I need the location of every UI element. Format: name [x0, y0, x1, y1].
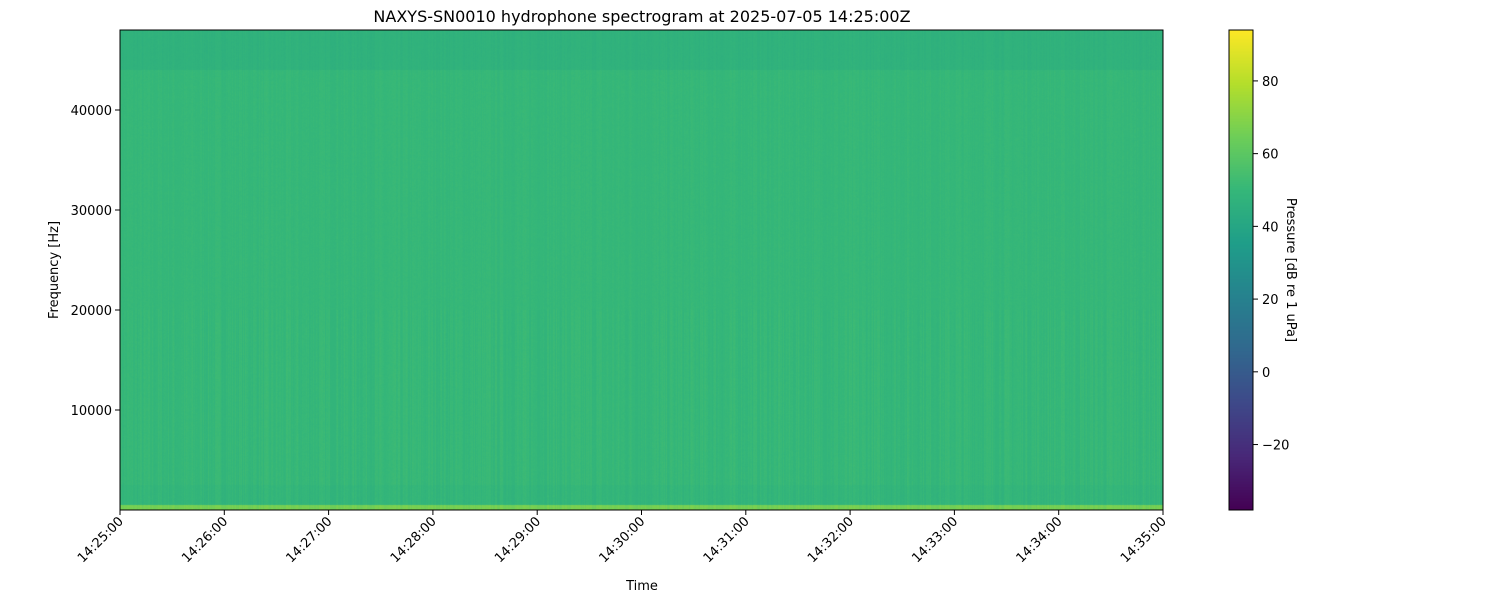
colorbar-axis: −20 0 20 40 60 80	[1253, 75, 1289, 454]
x-tick-label: 14:27:00	[284, 514, 336, 566]
x-tick-label: 14:34:00	[1014, 514, 1066, 566]
colorbar-tick-label: 0	[1262, 366, 1270, 381]
colorbar-tick-label: 40	[1262, 220, 1279, 235]
colorbar-gradient	[1229, 30, 1253, 510]
y-axis: 10000 20000 30000 40000	[71, 104, 120, 419]
x-axis-label: Time	[625, 579, 658, 594]
colorbar-tick-label: 20	[1262, 293, 1279, 308]
spectrogram-image	[120, 30, 1163, 510]
chart-title: NAXYS-SN0010 hydrophone spectrogram at 2…	[373, 7, 910, 26]
plot-frame	[119, 29, 1164, 511]
y-tick-label: 20000	[71, 304, 112, 319]
x-tick-label: 14:28:00	[388, 514, 440, 566]
x-tick-label: 14:35:00	[1118, 514, 1170, 566]
x-tick-label: 14:25:00	[75, 514, 127, 566]
y-tick-label: 10000	[71, 404, 112, 419]
y-tick-label: 40000	[71, 104, 112, 119]
colorbar-label: Pressure [dB re 1 uPa]	[1283, 198, 1298, 342]
x-tick-label: 14:30:00	[596, 514, 648, 566]
x-tick-label: 14:26:00	[179, 514, 231, 566]
y-tick-label: 30000	[71, 204, 112, 219]
colorbar-frame	[1228, 29, 1254, 511]
x-tick-label: 14:33:00	[909, 514, 961, 566]
x-tick-label: 14:32:00	[805, 514, 857, 566]
x-tick-label: 14:31:00	[701, 514, 753, 566]
y-axis-label: Frequency [Hz]	[47, 221, 62, 319]
colorbar-tick-label: 80	[1262, 75, 1279, 90]
x-axis: 14:25:00 14:26:00 14:27:00 14:28:00 14:29:00…	[75, 510, 1170, 566]
colorbar-tick-label: 60	[1262, 148, 1279, 163]
colorbar-tick-label: −20	[1262, 439, 1289, 454]
x-tick-label: 14:29:00	[492, 514, 544, 566]
